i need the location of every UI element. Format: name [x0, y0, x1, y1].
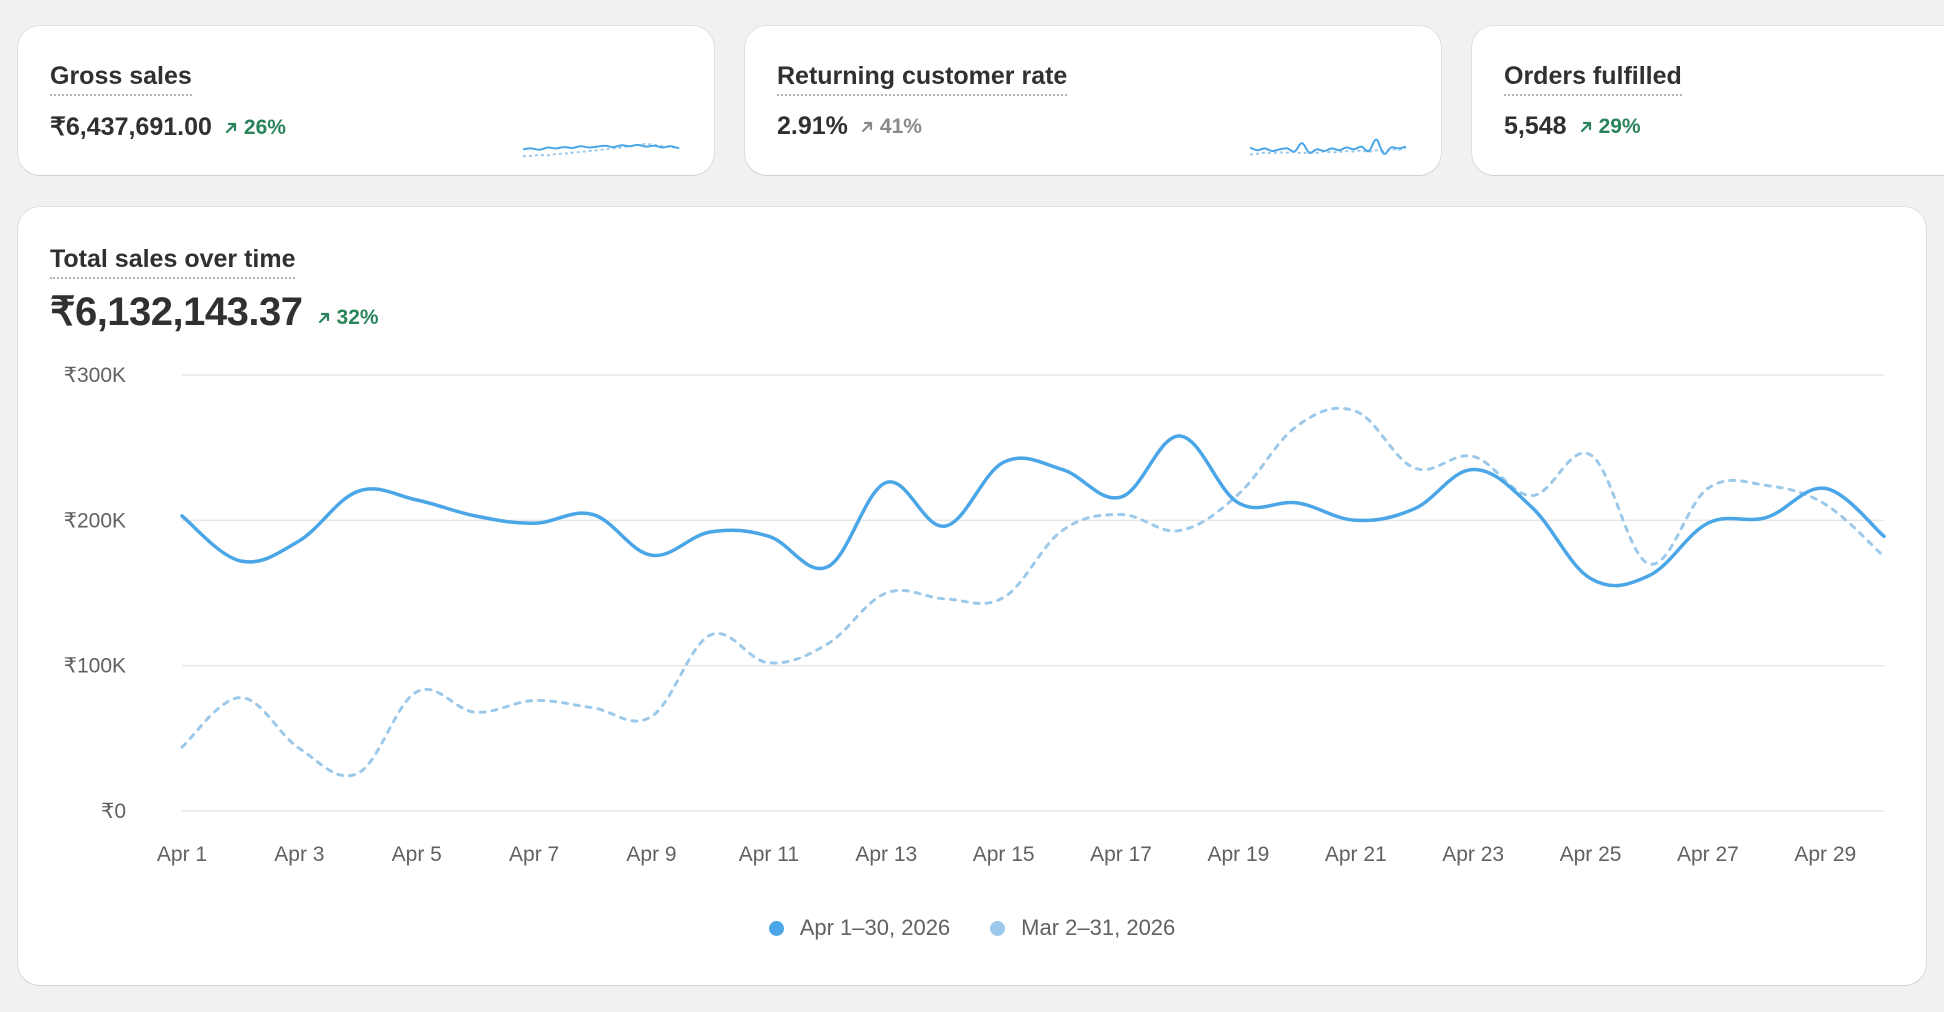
sparkline-current: [522, 143, 680, 151]
chart-total-value: ₹6,132,143.37: [50, 290, 303, 334]
series-line-previous[interactable]: [180, 406, 1886, 778]
x-tick-label: Apr 9: [626, 843, 676, 866]
legend-label-current: Apr 1–30, 2026: [799, 915, 951, 940]
x-tick-label: Apr 1: [157, 843, 207, 866]
legend-item-previous[interactable]: Mar 2–31, 2026: [990, 915, 1175, 941]
line-chart[interactable]: ₹300K ₹200K ₹100K ₹0 Apr 1 Apr 3 Apr 5 Apr 7 Apr…: [18, 207, 1926, 907]
x-tick-label: Apr 5: [392, 843, 442, 866]
series-line-current[interactable]: [180, 434, 1886, 588]
arrow-up-right-icon: [225, 122, 236, 134]
y-tick-label: ₹300K: [64, 364, 126, 387]
sparkline: [522, 142, 680, 158]
kpi-card-returning-customer-rate[interactable]: Returning customer rate 2.91% 41%: [745, 26, 1441, 175]
sparkline-current: [1249, 138, 1407, 155]
x-tick-label: Apr 3: [274, 843, 324, 866]
kpi-card-gross-sales[interactable]: Gross sales ₹6,437,691.00 26%: [18, 26, 714, 175]
x-tick-label: Apr 23: [1442, 843, 1504, 866]
kpi-title[interactable]: Returning customer rate: [777, 62, 1068, 96]
x-tick-label: Apr 19: [1207, 843, 1269, 866]
kpi-change-value: 26%: [243, 116, 286, 139]
kpi-value: 2.91%: [777, 112, 848, 140]
kpi-change-value: 41%: [879, 115, 922, 138]
x-tick-label: Apr 7: [509, 843, 559, 866]
kpi-title[interactable]: Gross sales: [50, 62, 192, 96]
sparkline: [1249, 138, 1407, 156]
kpi-value: 5,548: [1504, 112, 1567, 140]
total-sales-chart-card: Total sales over time ₹6,132,143.37 32% …: [18, 207, 1926, 985]
x-tick-label: Apr 27: [1677, 843, 1739, 866]
kpi-value: ₹6,437,691.00: [50, 113, 212, 141]
legend-label-previous: Mar 2–31, 2026: [1021, 915, 1176, 940]
arrow-up-right-icon: [861, 121, 872, 133]
kpi-title[interactable]: Orders fulfilled: [1504, 62, 1682, 96]
chart-legend: Apr 1–30, 2026 Mar 2–31, 2026: [18, 915, 1926, 941]
y-tick-label: ₹0: [101, 800, 126, 823]
kpi-change: 26%: [224, 116, 286, 140]
chart-change: 32%: [317, 306, 379, 330]
kpi-value-row: 2.91% 41%: [777, 112, 922, 141]
arrow-up-right-icon: [1580, 121, 1591, 133]
kpi-value-row: 5,548 29%: [1504, 112, 1641, 141]
arrow-up-right-icon: [318, 312, 329, 324]
kpi-change: 41%: [860, 115, 922, 139]
x-tick-label: Apr 21: [1325, 843, 1387, 866]
chart-change-value: 32%: [336, 306, 379, 329]
chart-title[interactable]: Total sales over time: [50, 245, 296, 279]
sparkline-previous: [1249, 147, 1407, 156]
x-tick-label: Apr 15: [973, 843, 1035, 866]
y-tick-label: ₹200K: [64, 509, 126, 532]
legend-dot-current: [768, 920, 784, 936]
kpi-change: 29%: [1579, 115, 1641, 139]
legend-dot-previous: [990, 920, 1006, 936]
y-tick-label: ₹100K: [64, 655, 126, 678]
chart-value-row: ₹6,132,143.37 32%: [50, 289, 379, 335]
x-tick-label: Apr 11: [739, 843, 799, 866]
legend-item-current[interactable]: Apr 1–30, 2026: [768, 915, 951, 941]
kpi-value-row: ₹6,437,691.00 26%: [50, 112, 286, 142]
sparkline-previous: [522, 142, 680, 158]
kpi-card-orders-fulfilled[interactable]: Orders fulfilled 5,548 29%: [1472, 26, 1944, 175]
x-tick-label: Apr 25: [1560, 843, 1622, 866]
x-tick-label: Apr 29: [1794, 843, 1856, 866]
x-tick-label: Apr 17: [1090, 843, 1152, 866]
kpi-change-value: 29%: [1598, 115, 1641, 138]
x-tick-label: Apr 13: [855, 843, 917, 866]
